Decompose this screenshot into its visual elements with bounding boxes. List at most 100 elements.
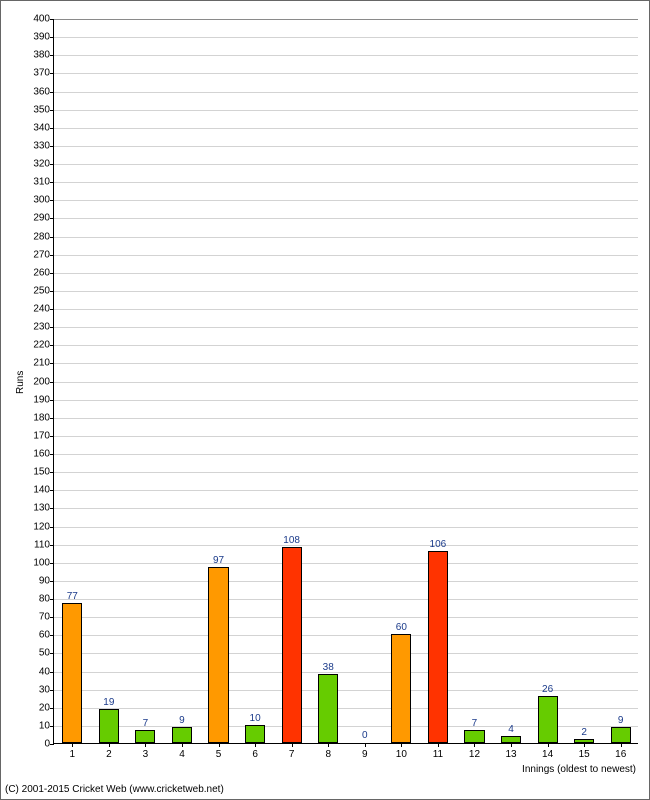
y-axis-title: Runs	[15, 370, 26, 393]
bar: 7	[135, 730, 155, 743]
y-tick-label: 300	[33, 195, 54, 206]
bar-value-label: 38	[323, 662, 334, 675]
gridline	[54, 635, 638, 636]
x-tick-label: 13	[505, 743, 516, 760]
bar: 9	[172, 727, 192, 743]
y-tick-label: 50	[39, 648, 54, 659]
y-tick-label: 160	[33, 449, 54, 460]
y-tick-label: 350	[33, 104, 54, 115]
bar: 19	[99, 709, 119, 743]
y-tick-label: 10	[39, 720, 54, 731]
bar: 106	[428, 551, 448, 743]
gridline	[54, 508, 638, 509]
y-tick-label: 190	[33, 394, 54, 405]
y-tick-label: 170	[33, 430, 54, 441]
y-tick-label: 360	[33, 86, 54, 97]
y-tick-label: 180	[33, 412, 54, 423]
y-tick-label: 260	[33, 267, 54, 278]
bar: 4	[501, 736, 521, 743]
y-tick-label: 380	[33, 50, 54, 61]
y-tick-label: 250	[33, 285, 54, 296]
bar: 10	[245, 725, 265, 743]
bar-value-label: 26	[542, 684, 553, 697]
y-tick-label: 60	[39, 630, 54, 641]
bar: 97	[208, 567, 228, 743]
gridline	[54, 146, 638, 147]
y-tick-label: 100	[33, 557, 54, 568]
x-tick-label: 8	[325, 743, 331, 760]
y-tick-label: 110	[34, 539, 54, 550]
y-tick-label: 390	[33, 32, 54, 43]
bar: 77	[62, 603, 82, 743]
chart-frame: 0102030405060708090100110120130140150160…	[0, 0, 650, 800]
gridline	[54, 218, 638, 219]
gridline	[54, 418, 638, 419]
y-tick-label: 230	[33, 322, 54, 333]
gridline	[54, 599, 638, 600]
copyright-text: (C) 2001-2015 Cricket Web (www.cricketwe…	[5, 784, 224, 795]
y-tick-label: 200	[33, 376, 54, 387]
y-tick-label: 320	[33, 159, 54, 170]
bar-value-label: 19	[103, 697, 114, 710]
x-tick-label: 1	[70, 743, 76, 760]
y-tick-label: 130	[33, 503, 54, 514]
x-tick-label: 9	[362, 743, 368, 760]
gridline	[54, 182, 638, 183]
gridline	[54, 581, 638, 582]
bar-value-label: 106	[430, 539, 447, 552]
bar-value-label: 9	[179, 715, 185, 728]
y-tick-label: 30	[39, 684, 54, 695]
bar-value-label: 77	[67, 591, 78, 604]
y-tick-label: 210	[33, 358, 54, 369]
y-tick-label: 0	[44, 739, 54, 750]
gridline	[54, 92, 638, 93]
bar-value-label: 9	[618, 715, 624, 728]
x-tick-label: 15	[579, 743, 590, 760]
bar-value-label: 7	[472, 718, 478, 731]
gridline	[54, 436, 638, 437]
gridline	[54, 345, 638, 346]
x-tick-label: 10	[396, 743, 407, 760]
bar: 9	[611, 727, 631, 743]
gridline	[54, 563, 638, 564]
x-tick-label: 2	[106, 743, 112, 760]
gridline	[54, 237, 638, 238]
gridline	[54, 454, 638, 455]
gridline	[54, 19, 638, 20]
gridline	[54, 255, 638, 256]
gridline	[54, 164, 638, 165]
gridline	[54, 382, 638, 383]
gridline	[54, 672, 638, 673]
y-tick-label: 400	[33, 14, 54, 25]
gridline	[54, 55, 638, 56]
y-tick-label: 310	[33, 177, 54, 188]
y-tick-label: 340	[33, 122, 54, 133]
bar-value-label: 0	[362, 730, 368, 743]
y-tick-label: 120	[33, 521, 54, 532]
x-tick-label: 14	[542, 743, 553, 760]
bar-value-label: 2	[581, 727, 587, 740]
y-tick-label: 90	[39, 575, 54, 586]
y-tick-label: 20	[39, 702, 54, 713]
bar-value-label: 97	[213, 555, 224, 568]
bar: 26	[538, 696, 558, 743]
gridline	[54, 309, 638, 310]
bar: 38	[318, 674, 338, 743]
bar-value-label: 108	[283, 535, 300, 548]
x-tick-label: 12	[469, 743, 480, 760]
gridline	[54, 128, 638, 129]
gridline	[54, 472, 638, 473]
gridline	[54, 527, 638, 528]
y-tick-label: 80	[39, 594, 54, 605]
y-tick-label: 40	[39, 666, 54, 677]
bar-value-label: 60	[396, 622, 407, 635]
y-tick-label: 70	[39, 612, 54, 623]
gridline	[54, 73, 638, 74]
y-tick-label: 240	[33, 304, 54, 315]
y-tick-label: 280	[33, 231, 54, 242]
bar-value-label: 7	[143, 718, 149, 731]
y-tick-label: 150	[33, 467, 54, 478]
plot-area: 0102030405060708090100110120130140150160…	[53, 19, 638, 744]
bar: 7	[464, 730, 484, 743]
gridline	[54, 363, 638, 364]
